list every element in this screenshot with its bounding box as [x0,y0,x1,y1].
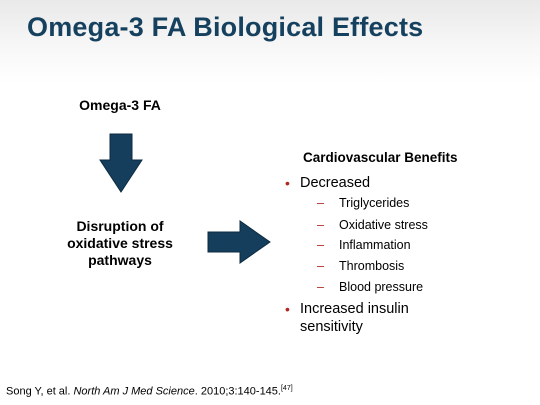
down-arrow-icon [99,133,143,193]
node-line-3: pathways [88,252,152,268]
bullet-icon: • [285,301,290,317]
dash-icon: – [317,218,324,232]
slide-title: Omega-3 FA Biological Effects [27,12,424,42]
citation-prefix: Song Y, et al. [6,385,74,398]
citation-ref: [47] [280,385,293,392]
citation-journal: North Am J Med Science [73,385,195,398]
oxidative-stress-node: Disruption of oxidative stress pathways [45,218,195,269]
sub-item-label: Thrombosis [339,259,405,273]
dash-icon: – [317,280,324,294]
list-item-label: Decreased [300,175,371,191]
right-arrow-icon [207,220,271,264]
sub-item-label: Inflammation [339,238,411,252]
node-line-2: oxidative stress [67,235,173,251]
citation: Song Y, et al. North Am J Med Science. 2… [6,385,293,398]
bullet-icon: • [285,175,290,191]
dash-icon: – [317,259,324,273]
sub-item-label: Oxidative stress [339,218,428,232]
sub-item-label: Triglycerides [339,196,410,210]
list-item-label: sensitivity [300,319,363,335]
list-item-label: Increased insulin [300,301,409,317]
title-band [0,0,540,84]
benefits-title: Cardiovascular Benefits [303,150,458,165]
citation-suffix: . 2010;3:140-145. [194,385,281,398]
omega3-node: Omega-3 FA [79,97,161,113]
node-line-1: Disruption of [76,218,164,234]
sub-item-label: Blood pressure [339,280,424,294]
dash-icon: – [317,238,324,252]
dash-icon: – [317,196,324,210]
